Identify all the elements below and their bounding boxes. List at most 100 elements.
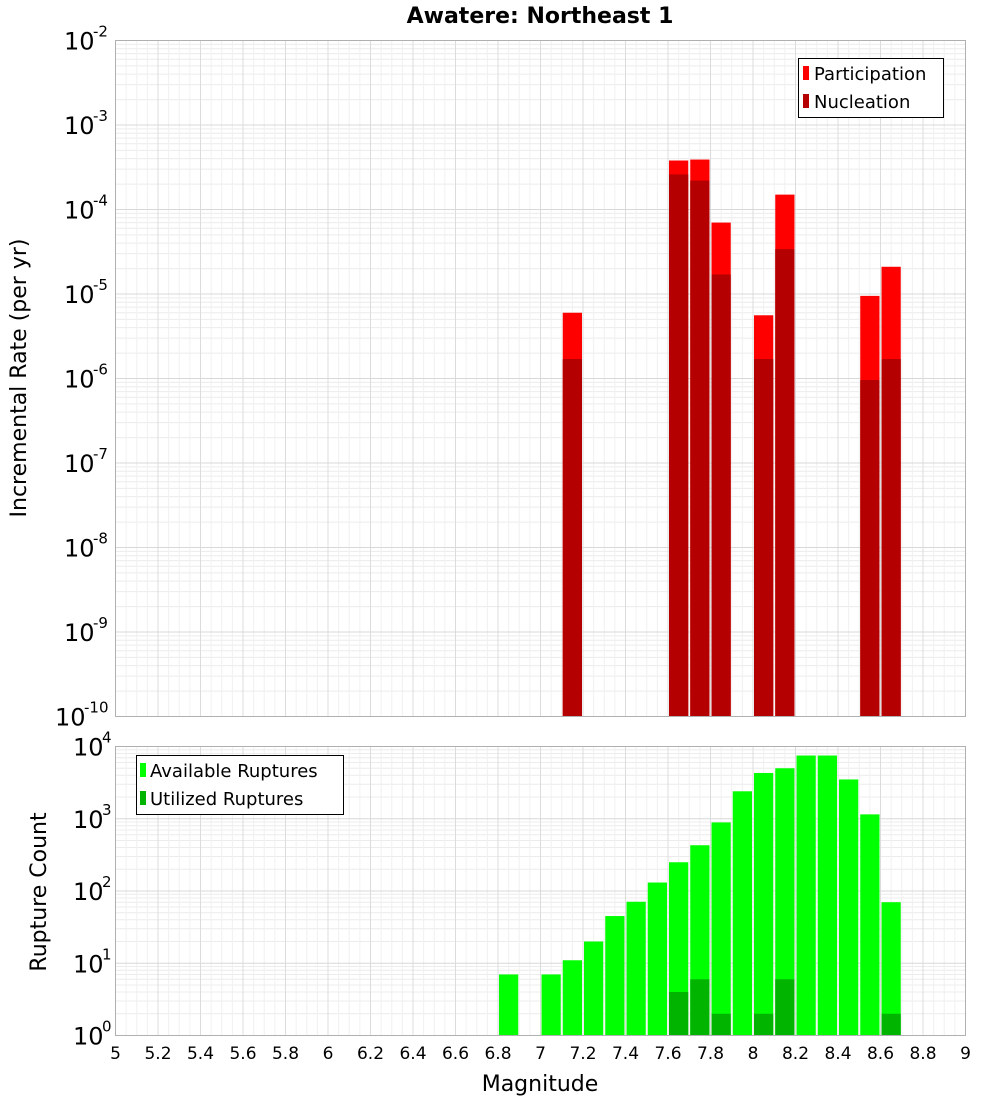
top-bar-nucleation [669, 174, 689, 717]
x-tick-label: 8.4 [824, 1044, 851, 1064]
y-tick-exponent: -2 [93, 23, 108, 41]
top-plot-border [115, 40, 966, 717]
bottom-bar-available-ruptures [605, 916, 625, 1036]
bottom-bar-available-ruptures [626, 901, 646, 1036]
x-tick-label: 6.8 [484, 1044, 511, 1064]
top-y-axis-label: Incremental Rate (per yr) [7, 239, 32, 518]
y-tick-base: 10 [64, 281, 95, 309]
y-tick-base: 10 [73, 878, 104, 906]
bottom-bar-available-ruptures [732, 791, 752, 1036]
x-tick-label: 5.2 [144, 1044, 171, 1064]
top-bars [562, 159, 901, 717]
y-tick-label: 10-10 [55, 699, 109, 732]
bottom-y-axis-label: Rupture Count [27, 812, 52, 972]
y-tick-label: 101 [73, 945, 112, 978]
bottom-legend: Available Ruptures Utilized Ruptures [136, 755, 344, 815]
y-tick-exponent: -6 [93, 361, 108, 379]
y-tick-exponent: -9 [93, 614, 108, 632]
y-tick-exponent: -8 [93, 530, 108, 548]
y-tick-label: 10-7 [64, 445, 108, 478]
top-bar-nucleation [711, 274, 731, 717]
y-tick-exponent: 1 [102, 945, 112, 963]
y-tick-base: 10 [73, 734, 104, 762]
x-tick-label: 6.4 [399, 1044, 426, 1064]
x-tick-label: 7.6 [654, 1044, 681, 1064]
bottom-bar-utilized-ruptures [775, 979, 795, 1036]
bottom-bar-available-ruptures [775, 768, 795, 1036]
legend-label-utilized: Utilized Ruptures [150, 789, 303, 810]
bottom-bar-utilized-ruptures [881, 1013, 901, 1036]
y-tick-base: 10 [73, 806, 104, 834]
bottom-bar-available-ruptures [584, 941, 604, 1036]
y-tick-base: 10 [64, 112, 95, 140]
y-tick-label: 10-6 [64, 361, 108, 394]
legend-swatch-participation [803, 66, 809, 80]
x-tick-label: 7 [535, 1044, 546, 1064]
x-tick-labels: 5 5.2 5.4 5.6 5.8 6 6.2 6.4 6.6 6.8 7 7.2 7.4 7.6 7.8 8… [110, 1044, 971, 1064]
y-tick-exponent: -7 [93, 445, 108, 463]
x-tick-label: 5.8 [272, 1044, 299, 1064]
x-tick-label: 9 [960, 1044, 971, 1064]
bottom-bar-utilized-ruptures [754, 1013, 774, 1036]
legend-swatch-available [140, 763, 146, 777]
x-tick-label: 8.2 [782, 1044, 809, 1064]
y-tick-label: 103 [73, 801, 112, 834]
y-tick-base: 10 [64, 28, 95, 56]
top-bar-nucleation [775, 249, 795, 717]
top-legend: Participation Nucleation [798, 58, 944, 118]
x-tick-label: 5.4 [187, 1044, 214, 1064]
bottom-plot-border [115, 746, 966, 1036]
x-tick-label: 6.6 [442, 1044, 469, 1064]
bottom-bar-available-ruptures [796, 755, 816, 1036]
y-tick-base: 10 [73, 1023, 104, 1051]
x-tick-label: 8.8 [909, 1044, 936, 1064]
y-tick-label: 100 [73, 1018, 112, 1051]
bottom-bar-available-ruptures [647, 882, 667, 1036]
y-tick-exponent: 0 [102, 1018, 112, 1036]
y-tick-exponent: 4 [102, 729, 112, 747]
bottom-bar-available-ruptures [881, 902, 901, 1036]
bottom-bar-available-ruptures [562, 960, 582, 1036]
y-tick-base: 10 [64, 366, 95, 394]
y-tick-exponent: -10 [84, 699, 109, 717]
bottom-bar-utilized-ruptures [690, 979, 710, 1036]
x-tick-label: 7.8 [697, 1044, 724, 1064]
x-tick-label: 7.2 [569, 1044, 596, 1064]
y-tick-exponent: -4 [93, 192, 108, 210]
y-tick-label: 10-9 [64, 614, 108, 647]
y-tick-exponent: -5 [93, 276, 108, 294]
top-bar-nucleation [754, 359, 774, 717]
x-tick-label: 5.6 [229, 1044, 256, 1064]
bottom-bar-available-ruptures [499, 974, 519, 1036]
x-tick-label: 6 [323, 1044, 334, 1064]
bottom-legend-box [136, 755, 344, 815]
y-tick-base: 10 [73, 950, 104, 978]
y-tick-label: 104 [73, 729, 112, 762]
y-tick-exponent: 3 [102, 801, 112, 819]
bottom-bar-utilized-ruptures [669, 992, 689, 1036]
top-gridlines [115, 40, 966, 717]
y-tick-label: 10-8 [64, 530, 108, 563]
bottom-bar-available-ruptures [711, 822, 731, 1036]
top-bar-nucleation [690, 180, 710, 717]
x-tick-label: 5 [110, 1044, 121, 1064]
bottom-bars [499, 755, 901, 1036]
y-tick-base: 10 [64, 619, 95, 647]
bottom-bar-utilized-ruptures [711, 1013, 731, 1036]
legend-swatch-nucleation [803, 94, 809, 108]
top-bar-nucleation [881, 359, 901, 717]
top-bar-nucleation [860, 379, 880, 717]
x-tick-label: 6.2 [357, 1044, 384, 1064]
y-tick-base: 10 [64, 197, 95, 225]
bottom-bar-available-ruptures [839, 779, 859, 1036]
x-axis-label: Magnitude [482, 1072, 599, 1097]
bottom-bar-available-ruptures [754, 772, 774, 1036]
top-bar-nucleation [562, 359, 582, 717]
y-tick-label: 102 [73, 873, 112, 906]
top-legend-box [798, 58, 944, 118]
